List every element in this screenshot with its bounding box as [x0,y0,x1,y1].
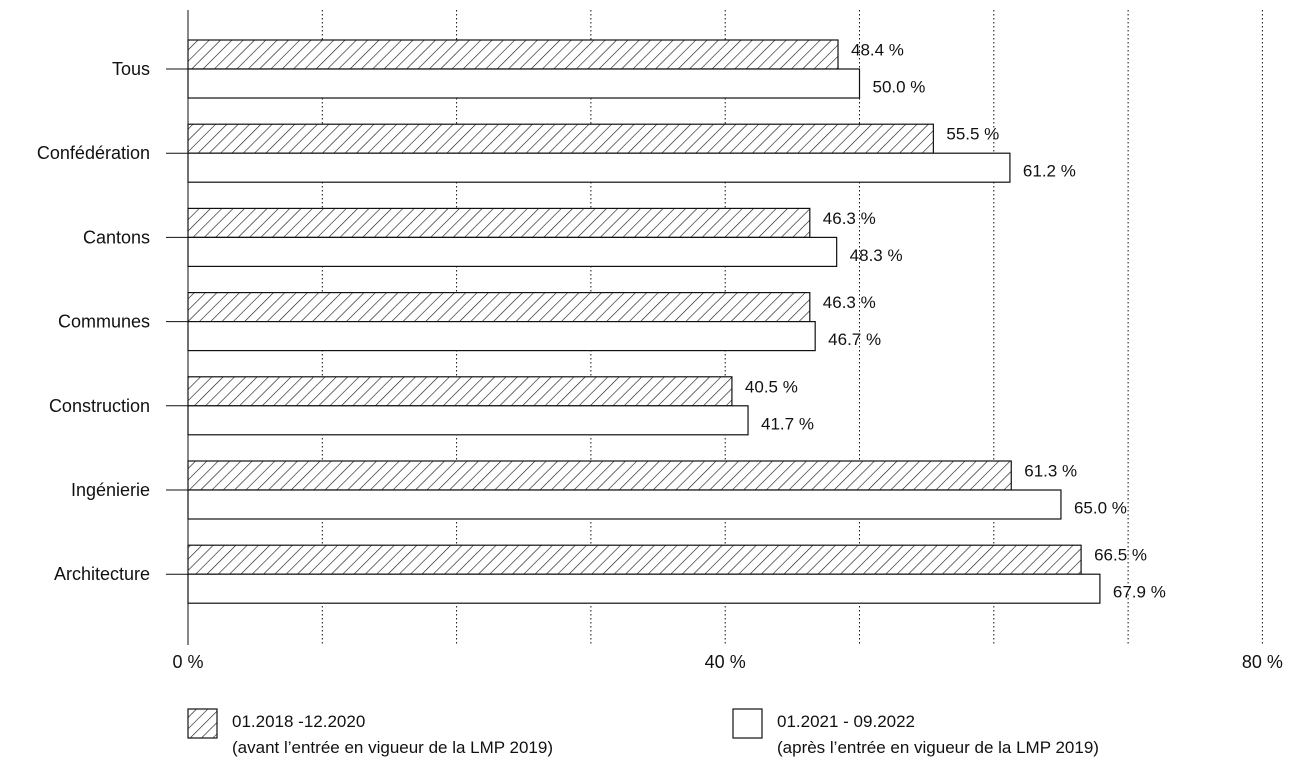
x-tick-label: 40 % [705,652,746,672]
category-label: Construction [49,396,150,416]
data-label: 66.5 % [1094,546,1147,565]
category-labels: Tous Confédération Cantons Communes Construc… [37,59,188,584]
data-label: 55.5 % [946,125,999,144]
bar-series-2 [187,152,1011,183]
bar-series-2 [187,68,861,99]
bar-series-1 [187,207,811,238]
x-axis-ticks: 0 % 40 % 80 % [172,652,1282,672]
category-label: Communes [58,312,150,332]
bar-series-1 [187,292,811,323]
data-label: 40.5 % [745,377,798,396]
legend: 01.2018 -12.2020 (avant l’entrée en vigue… [187,708,1099,757]
data-label: 46.3 % [823,293,876,312]
legend-entry-name: 01.2021 - 09.2022 [777,712,915,731]
bar-series-1 [187,123,934,154]
x-tick-label: 80 % [1242,652,1283,672]
data-label: 61.2 % [1023,162,1076,181]
legend-swatch [187,708,218,739]
bar-series-2 [187,236,838,267]
x-tick-label: 0 % [172,652,203,672]
legend-swatch [732,708,763,739]
legend-entry-name: 01.2018 -12.2020 [232,712,365,731]
bar-series-2 [187,573,1101,604]
legend-entry-subtitle: (après l’entrée en vigueur de la LMP 201… [777,738,1099,757]
bar-series-2 [187,489,1062,520]
category-label: Cantons [83,227,150,247]
bar-series-2 [187,405,749,436]
data-label: 46.7 % [828,330,881,349]
data-label: 67.9 % [1113,583,1166,602]
bar-series-1 [187,376,733,407]
bar-series-2 [187,321,816,352]
bar-series-1 [187,544,1082,575]
bar-series-1 [187,460,1012,491]
bar-series-1 [187,39,839,70]
data-label: 61.3 % [1024,462,1077,481]
data-label: 48.4 % [851,41,904,60]
category-label: Architecture [54,564,150,584]
data-label: 41.7 % [761,414,814,433]
legend-entry-subtitle: (avant l’entrée en vigueur de la LMP 201… [232,738,553,757]
data-label: 65.0 % [1074,499,1127,518]
data-label: 50.0 % [873,78,926,97]
category-label: Tous [112,59,150,79]
bars: 48.4 % 50.0 % 55.5 % 61.2 % 46.3 % 48.3 % 46.3… [187,39,1166,604]
category-label: Confédération [37,143,150,163]
data-label: 46.3 % [823,209,876,228]
category-label: Ingénierie [71,480,150,500]
data-label: 48.3 % [850,246,903,265]
